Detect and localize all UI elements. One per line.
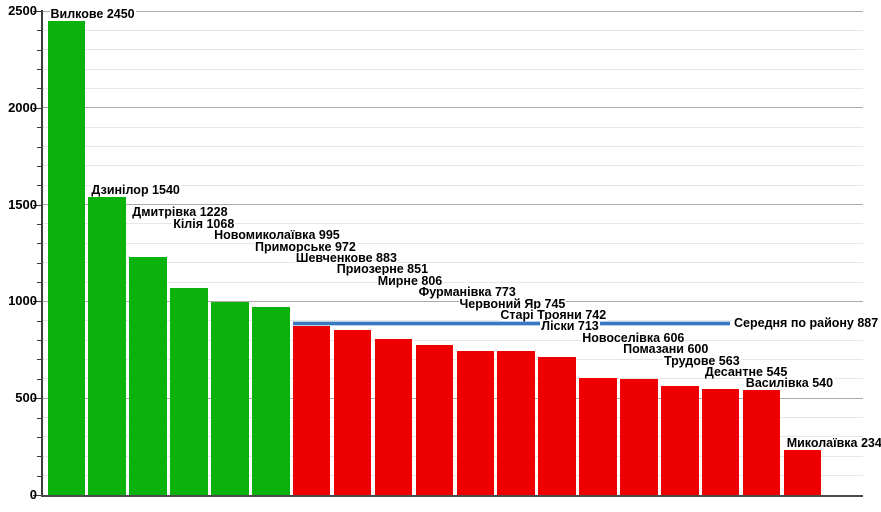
x-axis [41,495,863,497]
gridline-minor [43,262,863,264]
gridline-minor [43,165,863,167]
y-axis-minor-tick [37,243,41,244]
bar-label-Дзинілор: Дзинілор 1540 [90,182,181,197]
bar-label-Ліски: Ліски 713 [540,319,600,334]
y-axis-major-tick [33,205,41,206]
bar-Кілія [170,288,208,495]
y-axis-minor-tick [37,359,41,360]
y-axis-tick-label: 2500 [8,3,37,18]
bar-label-Трудове: Трудове 563 [663,353,741,368]
gridline-minor [43,242,863,244]
y-axis-tick-label: 1000 [8,293,37,309]
gridline-major [43,204,863,206]
y-axis-minor-tick [37,50,41,51]
gridline-minor [43,339,863,341]
y-axis-tick-label: 500 [15,390,37,406]
y-axis-minor-tick [37,224,41,225]
bar-label-Мирне: Мирне 806 [376,273,444,288]
bar-label-Новомиколаївка: Новомиколаївка 995 [213,228,341,243]
bar-Вилкове [47,20,85,495]
average-line-label: Середня по району 887 [733,315,880,330]
bar-Приморське [252,306,290,495]
gridline-minor [43,87,863,89]
bar-Мирне [374,338,413,495]
y-axis-minor-tick [37,30,41,31]
y-axis-minor-tick [37,185,41,186]
gridline-major [43,300,863,302]
gridline-minor [43,223,863,225]
bar-label-Миколаївка: Миколаївка 234 [785,435,881,450]
bar-label-Вилкове: Вилкове 2450 [49,6,136,21]
bar-Десантне [701,389,740,495]
bar-Новоселівка [579,377,617,495]
y-axis-minor-tick [37,166,41,167]
y-axis-minor-tick [37,340,41,341]
bar-Старі Трояни [497,351,535,495]
y-axis-tick-label: 1500 [8,196,37,212]
bar-label-Кілія: Кілія 1068 [172,216,236,231]
bar-Новомиколаївка [211,302,249,495]
bar-label-Помазани: Помазани 600 [622,342,710,357]
bar-label-Шевченкове: Шевченкове 883 [294,251,398,266]
gridline-minor [43,68,863,70]
gridline-minor [43,281,863,283]
y-axis [41,10,43,497]
y-axis-tick-label: 0 [29,487,37,502]
bar-label-Десантне: Десантне 545 [703,365,789,380]
y-axis-minor-tick [37,456,41,457]
y-axis-minor-tick [37,379,41,380]
bar-Дзинілор [88,196,126,495]
bar-label-Фурманівка: Фурманівка 773 [417,285,517,300]
bar-label-Приозерне: Приозерне 851 [335,262,430,277]
y-axis-minor-tick [37,69,41,70]
y-axis-minor-tick [37,147,41,148]
bar-Дмитрівка [129,257,167,495]
bar-Помазани [620,378,658,495]
y-axis-major-tick [33,301,41,302]
y-axis-minor-tick [37,321,41,322]
bar-label-Приморське: Приморське 972 [254,239,357,254]
gridline-major [43,107,863,109]
bar-Червоний Яр [456,350,494,495]
y-axis-major-tick [33,495,41,496]
bar-Приозерне [333,330,372,495]
y-axis-major-tick [33,398,41,399]
gridline-minor [43,29,863,31]
bar-Фурманівка [415,345,454,495]
bar-label-Червоний Яр: Червоний Яр 745 [458,296,567,311]
y-axis-minor-tick [37,263,41,264]
y-axis-minor-tick [37,437,41,438]
y-axis-minor-tick [37,127,41,128]
y-axis-minor-tick [37,88,41,89]
bar-label-Старі Трояни: Старі Трояни 742 [499,308,608,323]
y-axis-minor-tick [37,476,41,477]
gridline-minor [43,126,863,128]
gridline-major [43,10,863,12]
bar-label-Новоселівка: Новоселівка 606 [581,330,686,345]
y-axis-minor-tick [37,418,41,419]
gridline-minor [43,184,863,186]
average-line [292,321,730,325]
y-axis-tick-label: 2000 [8,99,37,115]
bar-Ліски [538,356,576,495]
y-axis-major-tick [33,11,41,12]
gridline-minor [43,146,863,148]
bar-Миколаївка [783,449,822,495]
bar-Трудове [661,386,699,495]
bar-Шевченкове [292,324,331,495]
y-axis-minor-tick [37,282,41,283]
bar-label-Дмитрівка: Дмитрівка 1228 [131,205,229,220]
bar-Василівка [742,390,781,495]
gridline-minor [43,320,863,322]
bar-label-Василівка: Василівка 540 [744,376,835,391]
y-axis-major-tick [33,108,41,109]
gridline-minor [43,49,863,51]
